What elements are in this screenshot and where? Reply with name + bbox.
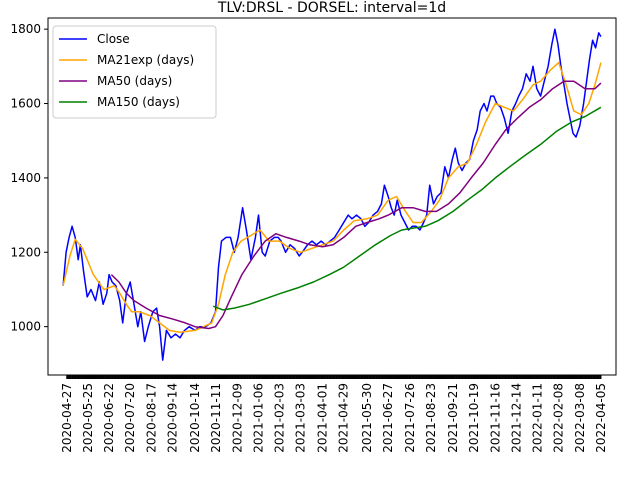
x-tick-label: 2021-09-21 <box>446 383 460 453</box>
y-axis: 1000 1200 1400 1600 1800 <box>10 22 48 334</box>
x-tick-label: 2020-11-11 <box>209 383 223 453</box>
x-tick-label: 2021-11-16 <box>488 383 502 453</box>
x-axis: 2020-04-27 2020-05-25 2020-06-22 2020-07-20… <box>60 375 608 453</box>
x-tick-label: 2021-08-23 <box>424 383 438 453</box>
x-tick-label: 2020-08-17 <box>144 383 158 453</box>
y-tick-label: 1200 <box>10 245 41 259</box>
x-tick-label: 2021-06-27 <box>381 383 395 453</box>
chart-title: TLV:DRSL - DORSEL: interval=1d <box>217 0 446 16</box>
y-tick-label: 1800 <box>10 22 41 36</box>
x-tick-label: 2022-02-08 <box>552 383 566 453</box>
y-tick-label: 1400 <box>10 171 41 185</box>
legend-label: MA50 (days) <box>97 74 172 88</box>
x-tick-label: 2021-10-19 <box>467 383 481 453</box>
y-tick-label: 1600 <box>10 97 41 111</box>
x-tick-label: 2021-12-14 <box>509 383 523 453</box>
x-tick-label: 2021-04-29 <box>337 383 351 453</box>
x-tick-label: 2021-07-26 <box>403 383 417 453</box>
x-tick-label: 2020-09-14 <box>165 383 179 453</box>
x-tick-label: 2021-05-30 <box>360 383 374 453</box>
x-tick-label: 2020-10-14 <box>188 383 202 453</box>
x-tick-label: 2020-05-25 <box>81 383 95 453</box>
x-tick-label: 2020-04-27 <box>60 383 74 453</box>
x-tick-label: 2020-12-09 <box>230 383 244 453</box>
x-tick-label: 2022-01-11 <box>531 383 545 453</box>
legend-label: Close <box>97 32 130 46</box>
x-tick-label: 2021-03-03 <box>294 383 308 453</box>
series-line-3 <box>213 107 601 310</box>
y-tick-label: 1000 <box>10 320 41 334</box>
legend: Close MA21exp (days) MA50 (days) MA150 (day… <box>53 26 216 118</box>
x-tick-label: 2022-04-05 <box>594 383 608 453</box>
x-tick-label: 2020-06-22 <box>102 383 116 453</box>
x-tick-label: 2021-02-03 <box>273 383 287 453</box>
x-tick-label: 2021-04-01 <box>316 383 330 453</box>
x-tick-label: 2021-01-06 <box>251 383 265 453</box>
legend-label: MA150 (days) <box>97 95 180 109</box>
x-tick-label: 2022-03-08 <box>573 383 587 453</box>
legend-label: MA21exp (days) <box>97 53 194 67</box>
x-tick-label: 2020-07-20 <box>123 383 137 453</box>
